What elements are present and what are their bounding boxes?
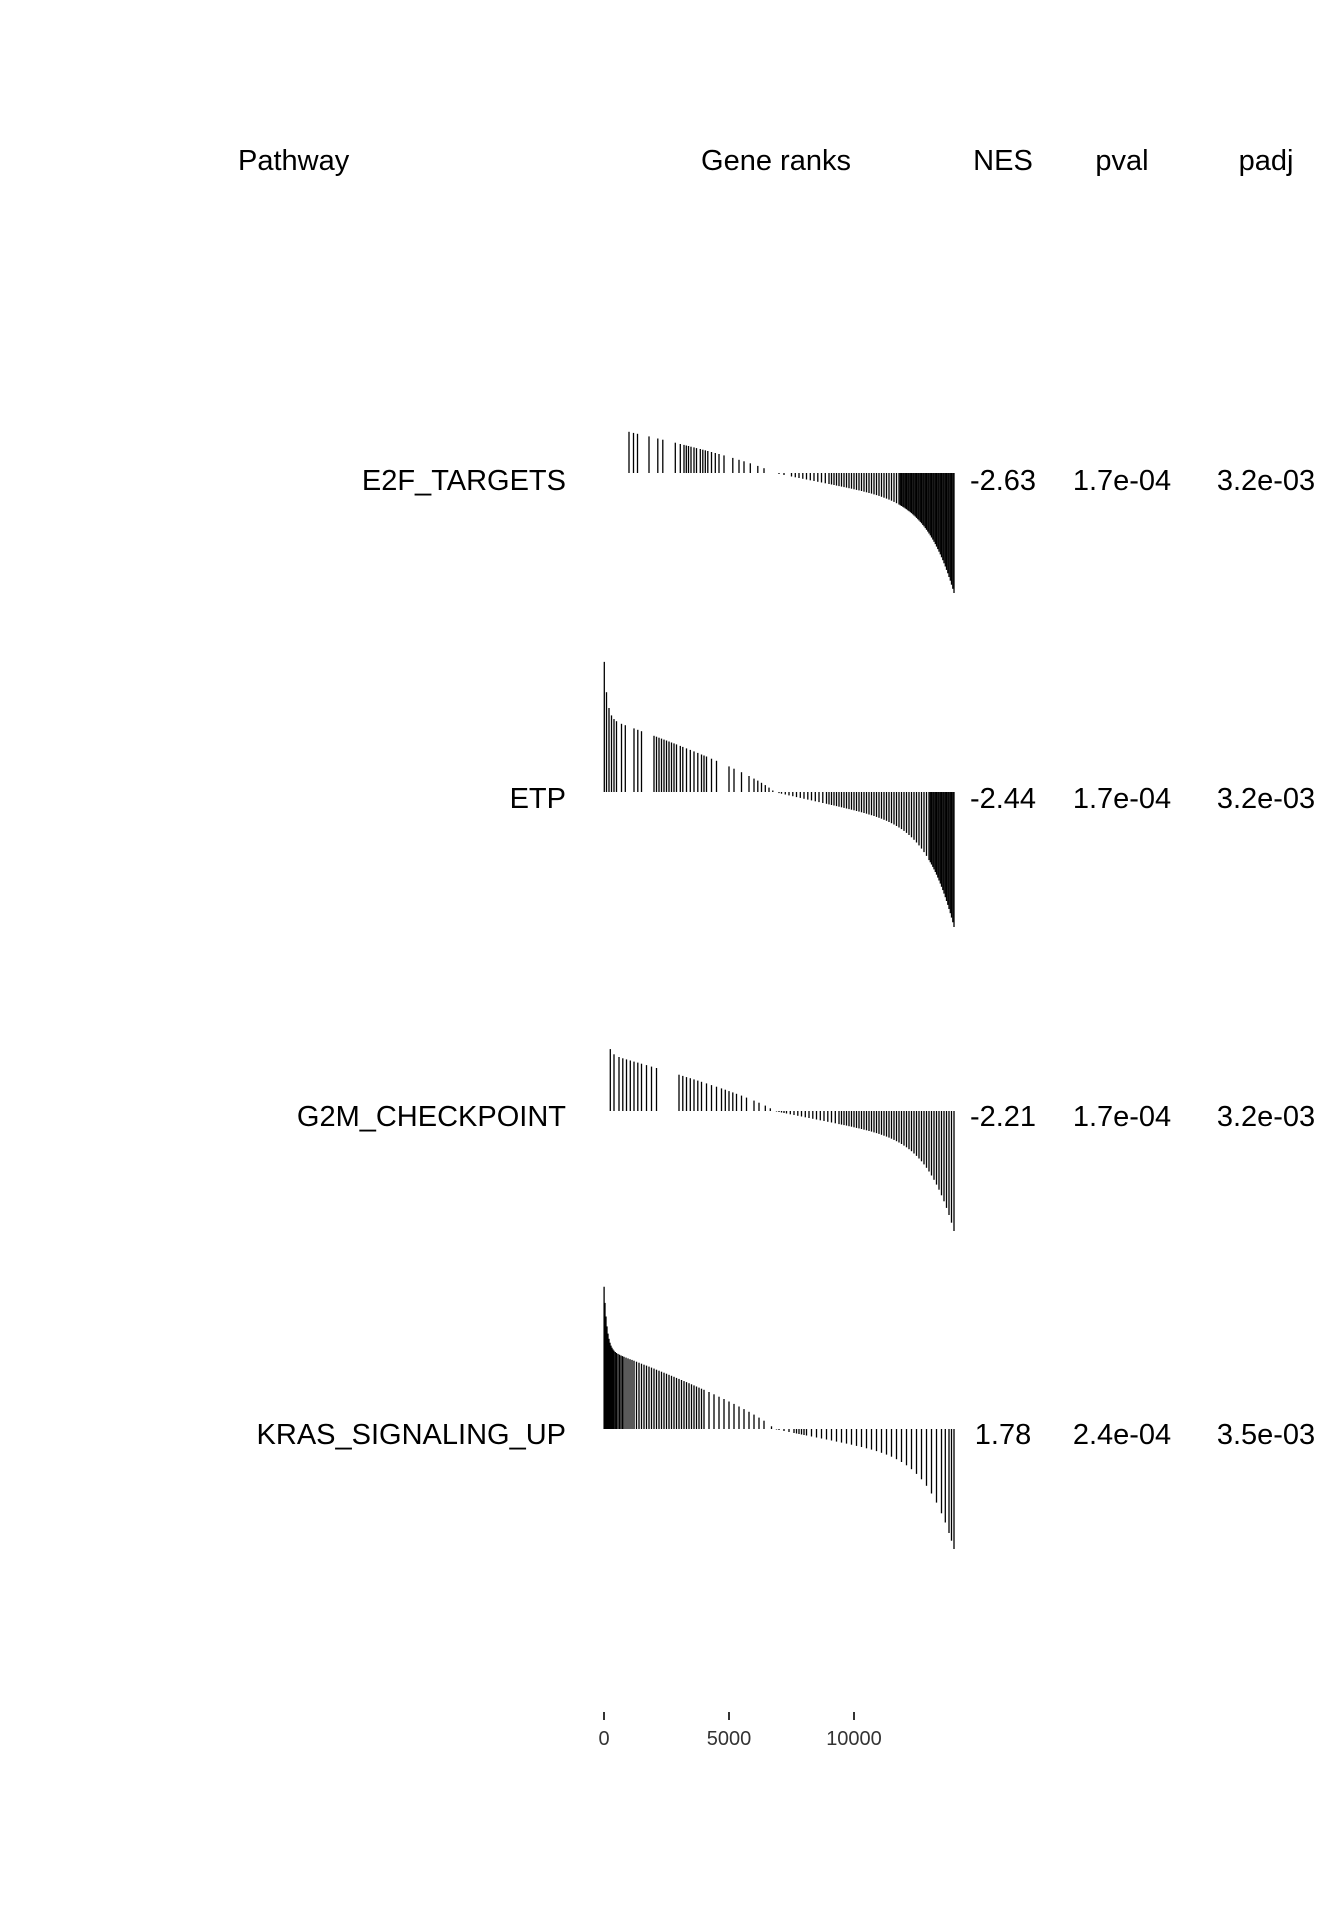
pathway-label: G2M_CHECKPOINT [297,1101,566,1133]
pval-value: 1.7e-04 [1073,1101,1171,1133]
pval-value: 2.4e-04 [1073,1419,1171,1451]
padj-value: 3.2e-03 [1217,783,1315,815]
header-pathway: Pathway [238,145,350,177]
header-nes: NES [973,145,1033,177]
pathway-label: E2F_TARGETS [362,465,566,497]
padj-value: 3.2e-03 [1217,1101,1315,1133]
x-axis: 0 5000 10000 [598,1712,882,1750]
pathway-row: G2M_CHECKPOINT -2.21 1.7e-04 3.2e-03 [297,1049,1315,1231]
padj-value: 3.5e-03 [1217,1419,1315,1451]
pathway-label: KRAS_SIGNALING_UP [257,1419,566,1451]
pval-value: 1.7e-04 [1073,465,1171,497]
header-gene-ranks: Gene ranks [701,145,851,177]
pathway-row: KRAS_SIGNALING_UP 1.78 2.4e-04 3.5e-03 [257,1286,1315,1549]
header-padj: padj [1239,145,1294,177]
header-pval: pval [1095,145,1148,177]
nes-value: 1.78 [975,1419,1031,1451]
pathway-row: ETP -2.44 1.7e-04 3.2e-03 [510,661,1315,927]
x-tick-label: 5000 [707,1728,752,1750]
pval-value: 1.7e-04 [1073,783,1171,815]
x-tick-label: 0 [598,1728,609,1750]
nes-value: -2.63 [970,465,1036,497]
pathway-label: ETP [510,783,566,815]
nes-value: -2.21 [970,1101,1036,1133]
gene-rank-barcode [603,661,955,927]
gene-rank-barcode [603,1286,955,1549]
padj-value: 3.2e-03 [1217,465,1315,497]
nes-value: -2.44 [970,783,1036,815]
pathway-row: E2F_TARGETS -2.63 1.7e-04 3.2e-03 [362,431,1315,593]
gene-rank-barcode [628,431,955,593]
x-tick-label: 10000 [826,1728,882,1750]
gene-rank-barcode [609,1049,955,1231]
